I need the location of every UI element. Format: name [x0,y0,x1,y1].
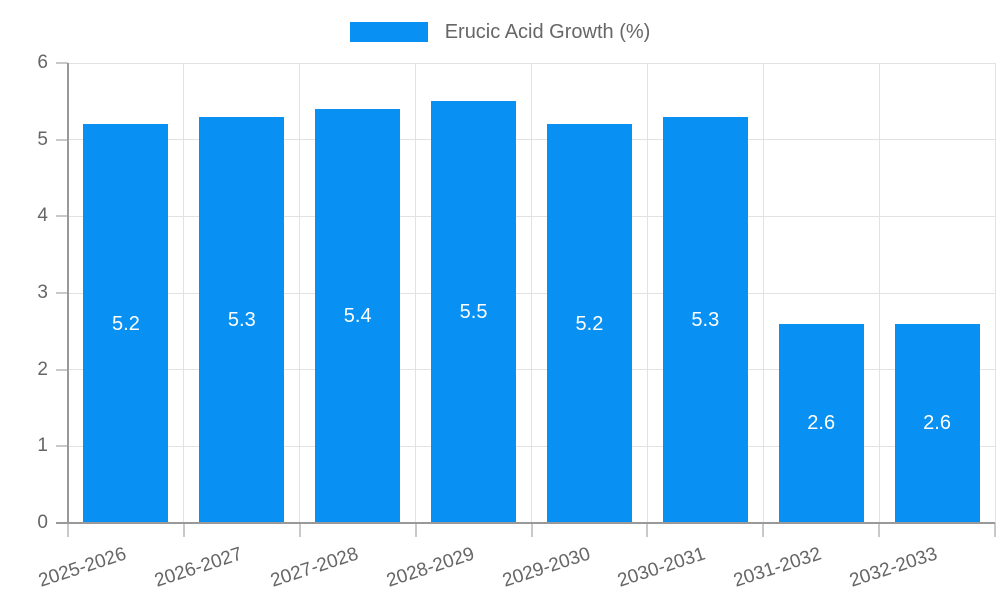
gridline-vertical [762,63,764,523]
bar[interactable]: 5.3 [199,116,285,523]
x-axis-tick-label: 2031-2032 [731,543,825,592]
x-axis-tick [878,523,881,537]
x-axis-tick [762,523,765,537]
bar-value-label: 2.6 [923,412,951,435]
gridline-vertical [415,63,417,523]
gridline-vertical [299,63,301,523]
y-axis-tick-label: 2 [37,358,48,380]
y-axis-tick [56,368,68,371]
x-axis-tick [994,523,996,537]
x-axis-tick-label: 2028-2029 [383,543,477,592]
y-axis-tick-label: 4 [37,205,48,227]
gridline-vertical [646,63,648,523]
legend[interactable]: Erucic Acid Growth (%) [0,18,1000,46]
gridline-vertical [183,63,185,523]
x-axis-tick [530,523,533,537]
bar[interactable]: 5.2 [546,124,632,523]
x-axis-tick [182,523,185,537]
y-axis-tick [56,138,68,141]
y-axis-tick [56,292,68,294]
x-axis-tick [646,523,649,537]
gridline-vertical [878,63,880,523]
y-axis-tick [56,445,68,448]
y-axis-tick [56,62,68,64]
x-axis-tick [414,523,417,537]
bar-value-label: 5.5 [459,301,488,324]
bar[interactable]: 5.3 [662,116,748,523]
x-axis-tick [67,523,69,537]
bar-value-label: 5.3 [227,308,256,331]
bar[interactable]: 5.5 [431,101,517,523]
y-axis-tick-label: 1 [37,435,48,457]
y-axis-tick-label: 5 [37,128,48,150]
x-axis-tick-label: 2027-2028 [267,543,361,592]
x-axis-line [56,522,995,524]
y-axis-tick-label: 3 [37,282,48,303]
bar[interactable]: 2.6 [778,323,864,523]
y-axis-tick-label: 6 [37,52,48,73]
x-axis-tick-label: 2029-2030 [499,543,593,592]
y-axis-tick-label: 0 [37,512,48,533]
x-axis-tick-label: 2032-2033 [847,543,941,592]
bar-value-label: 5.3 [691,308,720,331]
x-axis-tick-label: 2025-2026 [36,543,130,592]
x-axis-tick-label: 2026-2027 [151,543,245,592]
bar-value-label: 5.2 [575,312,604,335]
bar-value-label: 2.6 [807,412,836,435]
bar-value-label: 5.4 [343,305,372,327]
gridline-vertical [994,63,996,523]
legend-label: Erucic Acid Growth (%) [444,21,651,43]
x-axis-tick-label: 2030-2031 [615,543,709,592]
y-axis-line [67,63,69,523]
bar[interactable]: 5.2 [83,124,169,523]
x-axis-tick [298,523,301,537]
bar[interactable]: 5.4 [315,109,401,523]
legend-swatch-icon [349,22,428,42]
gridline-vertical [531,63,532,523]
bar-value-label: 5.2 [112,312,140,335]
y-axis-tick [56,215,68,218]
bar[interactable]: 2.6 [894,323,980,523]
